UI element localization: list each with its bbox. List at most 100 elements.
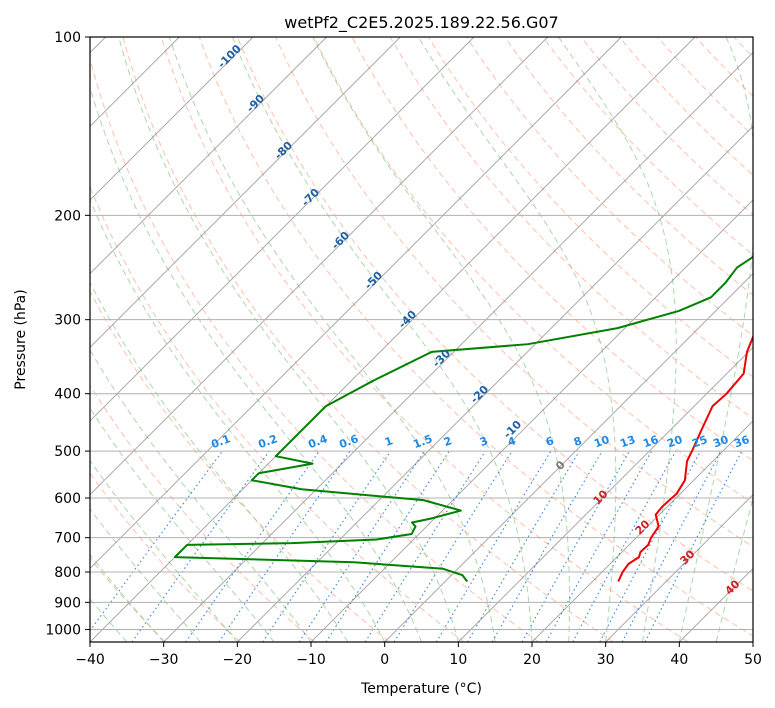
mixing-ratio-line [393, 450, 513, 642]
y-tick-label: 100 [54, 30, 81, 46]
isotherm-line [605, 494, 753, 642]
isotherm-line [531, 420, 753, 642]
temperature-profile-line [617, 334, 753, 582]
x-tick-label: −40 [75, 652, 105, 668]
dry-adiabat [160, 37, 689, 642]
dry-adiabat [122, 37, 614, 642]
isotherm-line [90, 37, 622, 569]
mixing-ratio-line [131, 450, 270, 642]
dry-adiabat [427, 37, 753, 378]
pressure-gridlines [90, 37, 753, 630]
x-tick-label: 20 [523, 652, 541, 668]
moist-adiabat [90, 407, 275, 642]
dry-adiabat [313, 37, 753, 505]
isotherm-line [458, 346, 753, 642]
mixing-ratio-label: 2 [442, 434, 454, 449]
mixing-ratio-label: 0.4 [306, 432, 329, 451]
profiles [173, 255, 753, 583]
y-tick-label: 300 [54, 313, 81, 329]
chart-title: wetPf2_C2E5.2025.189.22.56.G07 [284, 13, 558, 33]
isotherm-line [310, 199, 753, 642]
x-axis-label: Temperature (°C) [360, 681, 482, 697]
moist-adiabat [118, 37, 459, 642]
mixing-ratio-line [185, 450, 320, 642]
mixing-ratio-label: 0.1 [209, 432, 232, 451]
x-tick-label: 0 [380, 652, 389, 668]
isotherm-line [90, 37, 254, 201]
mixing-ratio-label: 13 [618, 433, 637, 450]
mixing-ratio-label: 1.5 [411, 432, 434, 451]
dry-adiabat [90, 56, 540, 642]
mixing-ratio-line [262, 450, 392, 642]
mixing-ratio-label: 6 [544, 434, 556, 449]
mixing-ratio-label: 20 [665, 433, 684, 451]
mixing-ratio-label: 30 [711, 433, 730, 451]
mixing-ratio-label: 10 [592, 433, 611, 451]
mixing-ratio-line [298, 450, 425, 642]
moist-adiabat [90, 508, 201, 642]
mixing-ratio-label: 36 [732, 433, 751, 451]
isotherm-line [90, 37, 401, 348]
isotherm-line [90, 37, 327, 275]
isotherm-line [163, 52, 753, 642]
mixing-ratio-label: 4 [506, 434, 518, 449]
mixing-ratio-label: 3 [478, 434, 490, 449]
isotherm-line [90, 37, 696, 642]
moist-adiabat [678, 37, 753, 642]
mixing-ratio-label: 25 [690, 433, 709, 450]
x-axis: −40 −30 −20 −10 0 10 20 30 40 50 [75, 642, 762, 668]
dry-adiabat [90, 384, 315, 642]
moist-adiabat [231, 37, 533, 642]
dry-adiabat [275, 37, 753, 548]
x-tick-label: −10 [296, 652, 326, 668]
dry-adiabat [466, 37, 753, 337]
mixing-ratio-line [325, 450, 450, 642]
y-tick-label: 400 [54, 387, 81, 403]
x-tick-label: −20 [223, 652, 253, 668]
mixing-ratio-line [364, 450, 486, 642]
dry-adiabat [351, 37, 753, 462]
mixing-ratio-line [435, 450, 552, 642]
x-tick-label: 40 [670, 652, 688, 668]
x-tick-label: 10 [449, 652, 467, 668]
y-tick-label: 900 [54, 595, 81, 611]
y-tick-label: 1000 [45, 622, 81, 638]
plot-frame [89, 36, 754, 643]
moist-adiabat [90, 198, 386, 642]
y-tick-label: 200 [54, 208, 81, 224]
mixing-ratio-line [467, 450, 580, 642]
isotherm-line [384, 273, 753, 642]
moist-adiabat [168, 37, 496, 642]
moist-adiabat [557, 37, 677, 642]
mixing-ratio-line [218, 450, 351, 642]
mixing-ratio-label: 1 [383, 434, 395, 449]
dry-adiabat [389, 37, 753, 420]
x-tick-label: 30 [597, 652, 615, 668]
y-tick-label: 600 [54, 491, 81, 507]
moist-adiabat [90, 598, 128, 642]
moist-adiabat [90, 85, 422, 642]
isotherm-line [90, 37, 475, 422]
moist-adiabat [90, 554, 165, 642]
dewpoint-profile-line [173, 255, 753, 583]
moist-adiabat [715, 497, 753, 642]
x-tick-label: 50 [744, 652, 762, 668]
moist-adiabat [312, 37, 570, 642]
dry-adiabat [237, 37, 753, 592]
mixing-ratio-label: 0.2 [256, 432, 279, 451]
mixing-ratio-label: 8 [572, 434, 584, 449]
y-axis: 1000 900 800 700 600 500 400 300 200 100 [45, 30, 90, 638]
y-tick-label: 800 [54, 565, 81, 581]
moist-adiabat [90, 281, 349, 642]
dry-adiabat [90, 472, 241, 642]
mixing-ratio-label: 0.6 [337, 432, 360, 451]
moist-adiabat [90, 459, 238, 642]
y-tick-label: 500 [54, 444, 81, 460]
moist-adiabat [417, 37, 617, 642]
x-tick-label: −30 [149, 652, 179, 668]
dry-adiabat [90, 290, 390, 642]
mixing-ratio-label: 16 [641, 433, 660, 451]
